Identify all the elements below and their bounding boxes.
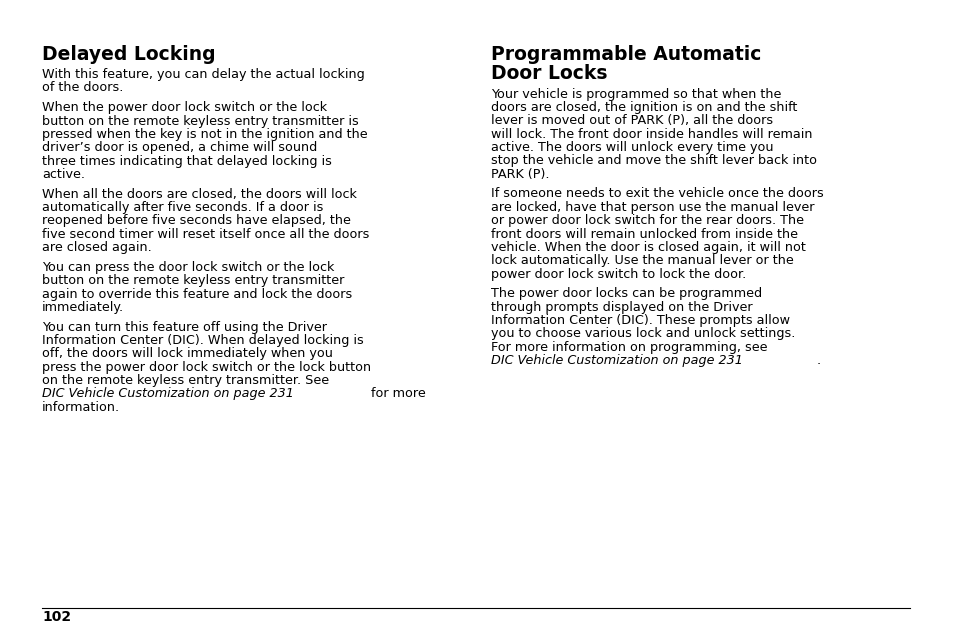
Text: press the power door lock switch or the lock button: press the power door lock switch or the … xyxy=(42,361,371,374)
Text: of the doors.: of the doors. xyxy=(42,81,123,94)
Text: again to override this feature and lock the doors: again to override this feature and lock … xyxy=(42,287,352,301)
Text: driver’s door is opened, a chime will sound: driver’s door is opened, a chime will so… xyxy=(42,141,317,155)
Text: information.: information. xyxy=(42,401,120,413)
Text: through prompts displayed on the Driver: through prompts displayed on the Driver xyxy=(491,301,752,314)
Text: active. The doors will unlock every time you: active. The doors will unlock every time… xyxy=(491,141,773,154)
Text: .: . xyxy=(816,354,820,367)
Text: vehicle. When the door is closed again, it will not: vehicle. When the door is closed again, … xyxy=(491,241,805,254)
Text: reopened before five seconds have elapsed, the: reopened before five seconds have elapse… xyxy=(42,214,351,228)
Text: on the remote keyless entry transmitter. See: on the remote keyless entry transmitter.… xyxy=(42,374,329,387)
Text: button on the remote keyless entry transmitter: button on the remote keyless entry trans… xyxy=(42,274,344,287)
Text: Door Locks: Door Locks xyxy=(491,64,607,83)
Text: Information Center (DIC). When delayed locking is: Information Center (DIC). When delayed l… xyxy=(42,334,363,347)
Text: are locked, have that person use the manual lever: are locked, have that person use the man… xyxy=(491,201,814,214)
Text: are closed again.: are closed again. xyxy=(42,241,152,254)
Text: With this feature, you can delay the actual locking: With this feature, you can delay the act… xyxy=(42,68,364,81)
Text: doors are closed, the ignition is on and the shift: doors are closed, the ignition is on and… xyxy=(491,101,797,114)
Text: Information Center (DIC). These prompts allow: Information Center (DIC). These prompts … xyxy=(491,314,789,327)
Text: lever is moved out of PARK (P), all the doors: lever is moved out of PARK (P), all the … xyxy=(491,114,773,127)
Text: You can turn this feature off using the Driver: You can turn this feature off using the … xyxy=(42,321,327,334)
Text: 102: 102 xyxy=(42,610,71,624)
Text: PARK (P).: PARK (P). xyxy=(491,168,549,181)
Text: power door lock switch to lock the door.: power door lock switch to lock the door. xyxy=(491,268,746,280)
Text: button on the remote keyless entry transmitter is: button on the remote keyless entry trans… xyxy=(42,114,358,128)
Text: If someone needs to exit the vehicle once the doors: If someone needs to exit the vehicle onc… xyxy=(491,188,823,200)
Text: immediately.: immediately. xyxy=(42,301,124,314)
Text: DIC Vehicle Customization on page 231: DIC Vehicle Customization on page 231 xyxy=(491,354,742,367)
Text: automatically after five seconds. If a door is: automatically after five seconds. If a d… xyxy=(42,201,323,214)
Text: You can press the door lock switch or the lock: You can press the door lock switch or th… xyxy=(42,261,334,274)
Text: Programmable Automatic: Programmable Automatic xyxy=(491,45,760,64)
Text: DIC Vehicle Customization on page 231: DIC Vehicle Customization on page 231 xyxy=(42,387,294,400)
Text: When the power door lock switch or the lock: When the power door lock switch or the l… xyxy=(42,101,327,114)
Text: off, the doors will lock immediately when you: off, the doors will lock immediately whe… xyxy=(42,347,333,361)
Text: pressed when the key is not in the ignition and the: pressed when the key is not in the ignit… xyxy=(42,128,367,141)
Text: The power door locks can be programmed: The power door locks can be programmed xyxy=(491,287,761,300)
Text: for more: for more xyxy=(367,387,425,400)
Text: five second timer will reset itself once all the doors: five second timer will reset itself once… xyxy=(42,228,369,240)
Text: When all the doors are closed, the doors will lock: When all the doors are closed, the doors… xyxy=(42,188,356,201)
Text: Your vehicle is programmed so that when the: Your vehicle is programmed so that when … xyxy=(491,88,781,100)
Text: three times indicating that delayed locking is: three times indicating that delayed lock… xyxy=(42,155,332,167)
Text: For more information on programming, see: For more information on programming, see xyxy=(491,341,767,354)
Text: stop the vehicle and move the shift lever back into: stop the vehicle and move the shift leve… xyxy=(491,155,817,167)
Text: front doors will remain unlocked from inside the: front doors will remain unlocked from in… xyxy=(491,228,798,240)
Text: you to choose various lock and unlock settings.: you to choose various lock and unlock se… xyxy=(491,328,795,340)
Text: Delayed Locking: Delayed Locking xyxy=(42,45,215,64)
Text: will lock. The front door inside handles will remain: will lock. The front door inside handles… xyxy=(491,128,812,141)
Text: or power door lock switch for the rear doors. The: or power door lock switch for the rear d… xyxy=(491,214,803,227)
Text: active.: active. xyxy=(42,168,85,181)
Text: lock automatically. Use the manual lever or the: lock automatically. Use the manual lever… xyxy=(491,254,793,267)
